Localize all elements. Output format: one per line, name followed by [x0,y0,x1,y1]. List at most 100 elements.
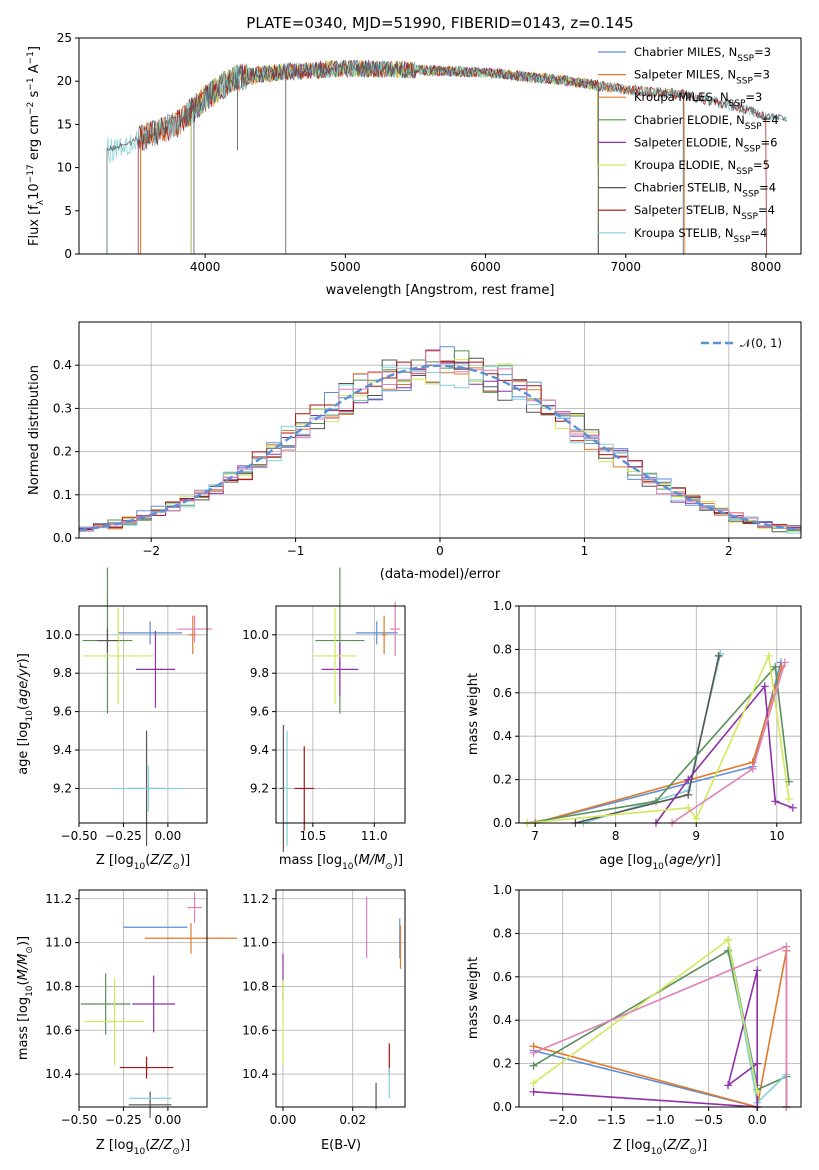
x-tick-label: 0.00 [155,829,182,843]
y-tick-label: 0.4 [493,729,512,743]
weight-marker [529,1079,538,1088]
y-axis-label: mass [log10(M/M⊙)] [16,936,35,1060]
spectrum-line [106,59,788,254]
weight-marker [748,764,757,773]
x-tick-label: −2.0 [548,1113,577,1127]
x-tick-label: 2 [725,544,733,558]
label-part: Z/Z [149,1138,173,1153]
label-part: s [27,90,42,101]
label-part: 10 [134,862,146,872]
legend-label: Kroupa ELODIE, NSSP=5 [634,158,770,177]
spectrum-line [190,60,599,255]
y-tick-label: 11.2 [45,892,72,906]
y-tick-label: 1.0 [493,599,512,613]
label-part: SSP [744,144,761,154]
label-part: )] [180,1138,190,1153]
x-tick-label: 6000 [470,260,501,274]
y-axis-label: mass weight [466,957,481,1039]
y-tick-label: 0.3 [53,401,72,415]
legend-label: Salpeter MILES, NSSP=3 [634,68,770,87]
x-tick-label: 0.02 [339,1113,366,1127]
weight-marker [692,814,701,823]
x-axis-label: wavelength [Angstrom, rest frame] [326,283,555,298]
y-tick-label: 9.4 [53,743,72,757]
y-tick-label: 10.8 [242,979,269,993]
y-tick-label: 9.8 [250,666,269,680]
label-part: ⊙ [172,1147,180,1157]
normal-curve [78,364,802,532]
label-part: ⊙ [25,946,35,954]
x-tick-label: −2 [142,544,160,558]
y-tick-label: 10.0 [45,628,72,642]
label-part: ⊙ [172,862,180,872]
label-part: SSP [741,212,758,222]
y-tick-label: 0.4 [493,1013,512,1027]
mass-vs-metallicity-chart: −0.50 −0.25 0.00 10.4 10.6 10.8 11.0 11.2 Z [log… [16,889,238,1157]
y-tick-label: 0 [64,247,72,261]
label-part: Salpeter MILES, N [634,68,736,82]
weight-vs-metallicity-chart: −2.0 −1.5 −1.0 −0.5 0.0 0.0 0.2 0.4 0.6 0.8 1.0 Z [… [466,883,802,1157]
label-part: SSP [745,122,762,132]
label-part: =5 [753,158,770,172]
weight-marker [724,935,733,944]
y-tick-label: 0.8 [493,926,512,940]
label-part: M/M [359,853,386,868]
y-axis-label: Flux [fλ10−17 erg cm−2 s−1 A−1] [26,46,46,246]
label-part: Z [log [96,853,134,868]
y-tick-label: 10.8 [45,979,72,993]
spectrum-line [106,59,787,254]
label-part: Flux [f [27,205,42,246]
label-part: ( [16,980,31,985]
weight-marker [684,775,693,784]
x-tick-label: −1.5 [597,1113,626,1127]
label-part: ( [145,1138,150,1153]
weight-line [526,664,790,824]
weight-marker [771,662,780,671]
x-axis-label: Z [log10(Z/Z⊙)] [96,853,190,872]
y-tick-label: 0.0 [493,816,512,830]
legend-label: Salpeter ELODIE, NSSP=6 [634,135,777,154]
legend-label: Kroupa MILES, NSSP=3 [634,90,762,109]
label-part: )] [393,853,403,868]
x-tick-label: 11.0 [361,829,388,843]
label-part: erg cm [27,115,42,164]
weight-marker [716,649,725,658]
label-part: Salpeter STELIB, N [634,203,741,217]
x-tick-label: 4000 [190,260,221,274]
label-part: Salpeter ELODIE, N [634,135,744,149]
legend-label: Salpeter STELIB, NSSP=4 [634,203,775,222]
weight-line [533,939,758,1109]
label-part: age/yr [669,853,712,868]
x-axis-label: Z [log10(Z/Z⊙)] [96,1138,190,1157]
y-tick-label: 0.2 [493,1057,512,1071]
x-tick-label: −0.25 [105,829,142,843]
x-tick-label: 7000 [610,260,641,274]
weight-marker [753,1059,762,1068]
x-tick-label: 1 [581,544,589,558]
spectrum-line [190,60,599,255]
label-part: =6 [761,135,778,149]
y-tick-label: 11.2 [242,892,269,906]
y-tick-label: 0.2 [53,445,72,459]
y-tick-label: 10.4 [45,1067,72,1081]
y-tick-label: 10.4 [242,1067,269,1081]
label-part: 10 [652,862,664,872]
spectrum-line [190,59,599,255]
axes-frame [78,37,802,255]
weight-marker [529,1061,538,1070]
x-tick-label: −0.5 [694,1113,723,1127]
label-part: mass [log [16,997,31,1060]
y-tick-label: 11.0 [242,936,269,950]
x-axis-label: Z [log10(Z/Z⊙)] [613,1138,707,1157]
label-part: age [log [599,853,652,868]
weight-line [575,655,720,824]
x-tick-label: 10 [769,829,784,843]
label-part: SSP [736,77,753,87]
y-tick-label: 0.2 [493,773,512,787]
label-part: SSP [734,235,751,245]
label-part: =3 [745,90,762,104]
label-part: −2 [26,102,36,115]
label-part: ( [354,853,359,868]
weight-marker [684,790,693,799]
